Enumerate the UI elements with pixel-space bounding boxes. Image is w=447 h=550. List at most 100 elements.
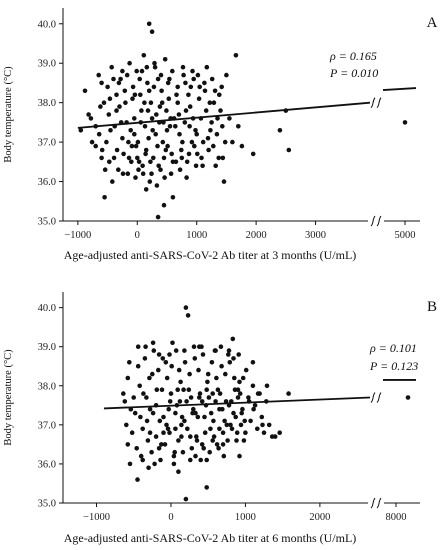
data-point <box>179 434 184 439</box>
data-point <box>138 414 143 420</box>
data-point <box>127 360 132 365</box>
data-point <box>125 375 131 381</box>
data-point <box>214 375 219 381</box>
data-point <box>168 391 174 396</box>
data-point <box>134 446 139 451</box>
data-point <box>194 434 199 439</box>
data-point <box>123 100 128 105</box>
data-point <box>140 163 145 169</box>
data-point <box>147 406 153 412</box>
data-point <box>176 112 182 117</box>
data-point <box>89 139 95 145</box>
data-point <box>147 179 153 184</box>
data-point <box>202 88 208 94</box>
data-point <box>153 434 159 439</box>
data-point <box>216 155 221 161</box>
data-point <box>260 422 265 428</box>
data-point <box>145 438 151 443</box>
data-point <box>188 395 194 400</box>
x-axis-title: Age-adjusted anti-SARS-CoV-2 Ab titer at… <box>64 248 357 262</box>
y-tick-label: 37.0 <box>38 420 56 431</box>
trend-line <box>103 396 371 410</box>
data-point <box>237 379 242 385</box>
data-point <box>161 430 166 436</box>
trend-line <box>77 101 371 129</box>
data-point <box>86 112 91 117</box>
data-point <box>158 167 163 172</box>
data-point <box>102 167 108 172</box>
data-point <box>261 430 267 436</box>
data-point <box>141 391 146 396</box>
data-point <box>195 72 201 78</box>
data-point <box>144 418 150 424</box>
data-point <box>215 387 221 393</box>
data-point <box>230 139 235 145</box>
data-point <box>167 399 173 404</box>
data-point <box>160 139 166 145</box>
data-point <box>200 139 206 145</box>
data-point <box>237 391 243 396</box>
data-point <box>107 96 113 101</box>
data-point <box>206 395 212 400</box>
data-point <box>175 84 180 90</box>
data-point <box>193 410 198 416</box>
data-point <box>197 84 202 90</box>
panel-a: 35.0 36.0 37.0 38.0 39.0 40.0 −1000 0 1000 2000 30… <box>3 8 438 262</box>
data-point <box>187 124 192 129</box>
data-point <box>215 116 220 121</box>
y-tick-label: 40.0 <box>38 303 56 314</box>
x-tick-label: 2000 <box>246 230 267 241</box>
data-point <box>176 367 182 373</box>
data-point <box>124 72 130 78</box>
data-point <box>153 131 158 137</box>
data-point <box>99 147 105 153</box>
data-point <box>229 426 235 432</box>
data-point <box>218 344 224 350</box>
data-point <box>200 352 206 357</box>
data-point <box>242 418 247 424</box>
data-point <box>140 426 145 432</box>
data-point <box>204 457 209 463</box>
data-point <box>127 60 132 66</box>
data-point <box>216 446 221 451</box>
data-point <box>107 159 112 165</box>
data-point <box>135 363 141 369</box>
data-point <box>167 352 172 357</box>
data-point <box>88 116 94 121</box>
data-point <box>200 163 205 169</box>
data-point <box>169 363 174 369</box>
panel-letter: B <box>427 299 437 315</box>
data-point <box>220 124 225 129</box>
data-point <box>179 414 185 420</box>
x-tick-label: 2000 <box>309 512 330 523</box>
data-point <box>140 171 146 176</box>
data-point <box>210 391 215 396</box>
data-point <box>264 383 270 389</box>
data-point <box>149 449 154 455</box>
data-point <box>166 96 172 101</box>
data-point <box>219 84 224 90</box>
data-point <box>207 100 213 105</box>
data-point <box>222 418 227 424</box>
data-point <box>177 131 182 137</box>
data-point <box>255 391 261 396</box>
data-point <box>150 340 156 346</box>
data-point <box>158 72 164 78</box>
data-point <box>212 88 218 94</box>
x-tick-label: −1000 <box>64 230 91 241</box>
data-point <box>132 92 138 98</box>
data-point <box>187 104 193 109</box>
x-tick-label: 0 <box>135 230 140 241</box>
data-point <box>98 104 103 109</box>
data-point <box>99 155 104 161</box>
data-point <box>230 336 236 342</box>
y-axis-title: Body temperature (°C) <box>3 349 14 446</box>
data-point <box>195 414 201 420</box>
data-point <box>193 453 198 459</box>
data-point <box>209 120 214 125</box>
data-point <box>101 100 107 105</box>
data-point <box>96 72 101 78</box>
data-point <box>165 143 170 149</box>
data-point <box>156 352 162 357</box>
data-point <box>151 84 157 90</box>
